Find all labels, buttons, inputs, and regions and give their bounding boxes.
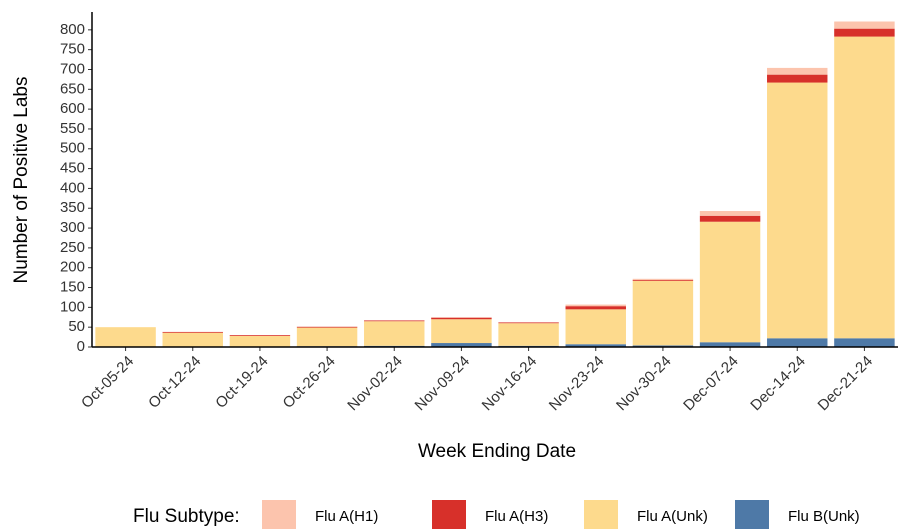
legend-swatch — [432, 500, 466, 529]
x-tick-label: Oct-12-24 — [145, 353, 204, 412]
legend-label: Flu B(Unk) — [788, 508, 860, 525]
y-tick-label: 350 — [60, 199, 85, 216]
x-axis-title: Week Ending Date — [418, 441, 576, 462]
y-tick-label: 450 — [60, 160, 85, 177]
y-tick-label: 250 — [60, 239, 85, 256]
bar-segment — [229, 335, 291, 336]
x-tick-label: Dec-21-24 — [815, 353, 877, 415]
bar-segment — [632, 280, 694, 346]
bar-segment — [767, 338, 828, 347]
bar-segment — [834, 36, 895, 339]
bar-segment — [565, 309, 626, 345]
bar-segment — [498, 322, 559, 324]
x-tick-label: Nov-16-24 — [479, 353, 541, 415]
bar-segment — [431, 343, 492, 347]
legend-swatch — [262, 500, 296, 529]
bar-segment — [296, 327, 358, 347]
bar-segment — [834, 28, 895, 37]
legend-title: Flu Subtype: — [133, 506, 240, 527]
y-tick-label: 600 — [60, 100, 85, 117]
bar-segment — [699, 215, 761, 222]
y-tick-label: 650 — [60, 80, 85, 97]
y-tick-label: 100 — [60, 298, 85, 315]
bar-segment — [565, 306, 626, 310]
bar-segment — [431, 317, 492, 320]
bar-segment — [498, 323, 559, 346]
x-tick-label: Oct-26-24 — [280, 353, 339, 412]
bar-segment — [364, 321, 425, 346]
bar-segment — [699, 342, 761, 347]
y-tick-label: 750 — [60, 41, 85, 58]
bar-segment — [229, 335, 291, 347]
bar-segment — [834, 338, 895, 347]
bar-segment — [364, 320, 425, 322]
y-tick-label: 400 — [60, 179, 85, 196]
bar-segment — [565, 304, 626, 307]
bar-segment — [699, 221, 761, 343]
y-tick-label: 500 — [60, 140, 85, 157]
bar-segment — [632, 280, 694, 281]
bar-segment — [162, 331, 223, 333]
legend-swatch — [735, 500, 769, 529]
x-tick-label: Nov-23-24 — [546, 353, 608, 415]
bar-segment — [834, 21, 895, 29]
x-tick-label: Dec-07-24 — [680, 353, 742, 415]
x-tick-label: Dec-14-24 — [747, 353, 809, 415]
legend-swatch — [584, 500, 618, 529]
bar-segment — [767, 82, 828, 339]
x-tick-label: Nov-02-24 — [344, 353, 406, 415]
x-tick-label: Oct-19-24 — [212, 353, 271, 412]
y-tick-label: 800 — [60, 21, 85, 38]
bar-segment — [162, 332, 223, 347]
bar-segment — [632, 278, 694, 280]
bar-segment — [632, 345, 694, 347]
y-tick-label: 50 — [68, 318, 85, 335]
legend-label: Flu A(Unk) — [637, 508, 708, 525]
bar-segment — [767, 74, 828, 83]
legend-label: Flu A(H1) — [315, 508, 378, 525]
bar-segment — [565, 344, 626, 347]
bar-segment — [767, 67, 828, 75]
y-tick-label: 700 — [60, 60, 85, 77]
x-tick-label: Oct-05-24 — [78, 353, 137, 412]
y-tick-label: 550 — [60, 120, 85, 137]
bar-segment — [296, 326, 358, 328]
y-axis-title: Number of Positive Labs — [11, 77, 32, 284]
y-tick-label: 200 — [60, 259, 85, 276]
bar-segment — [699, 211, 761, 216]
bar-segment — [95, 327, 156, 347]
y-tick-label: 300 — [60, 219, 85, 236]
bar-segment — [431, 319, 492, 344]
y-tick-label: 150 — [60, 279, 85, 296]
x-tick-label: Nov-30-24 — [613, 353, 675, 415]
legend-label: Flu A(H3) — [485, 508, 548, 525]
x-tick-label: Nov-09-24 — [411, 353, 473, 415]
y-tick-label: 0 — [77, 338, 85, 355]
